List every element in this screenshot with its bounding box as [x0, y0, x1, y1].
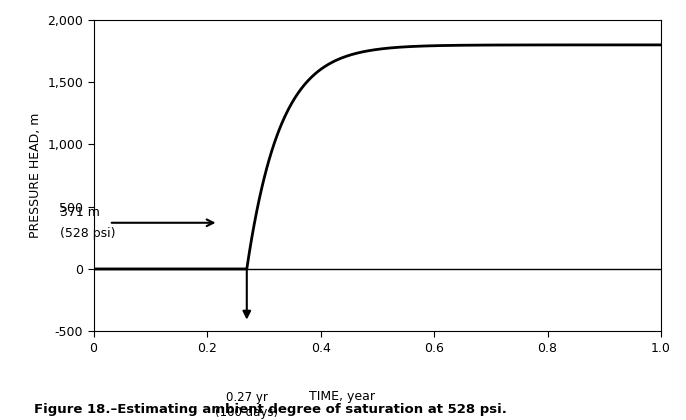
- Text: 371 m: 371 m: [60, 206, 99, 219]
- Y-axis label: PRESSURE HEAD, m: PRESSURE HEAD, m: [29, 113, 42, 238]
- Text: (528 psi): (528 psi): [60, 226, 115, 239]
- Text: 0.27 yr
(100 days): 0.27 yr (100 days): [215, 391, 279, 419]
- Text: Figure 18.–Estimating ambient degree of saturation at 528 psi.: Figure 18.–Estimating ambient degree of …: [34, 403, 507, 416]
- Text: TIME, year: TIME, year: [309, 390, 375, 403]
